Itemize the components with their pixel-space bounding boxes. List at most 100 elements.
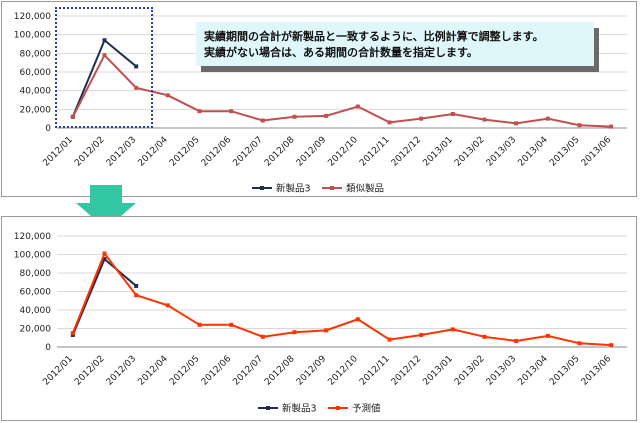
data-point-marker: [102, 251, 107, 256]
data-point-marker: [197, 109, 202, 114]
data-point-marker: [450, 112, 455, 116]
data-point-marker: [387, 120, 392, 125]
x-tick-label: 2013/02: [453, 354, 487, 388]
x-tick-label: 2013/06: [580, 354, 614, 388]
x-tick-label: 2012/05: [168, 135, 202, 169]
legend-marker: [266, 406, 270, 410]
legend-label: 新製品3: [282, 403, 317, 415]
y-tick-label: 40,000: [20, 87, 52, 97]
data-point-marker: [70, 114, 75, 119]
x-tick-label: 2012/11: [358, 354, 392, 388]
data-point-marker: [324, 113, 329, 118]
callout-line-2: 実績がない場合は、ある期間の合計数量を指定します。: [204, 46, 478, 59]
data-point-marker: [165, 303, 170, 308]
data-point-marker: [197, 322, 202, 327]
explanation-callout: 実績期間の合計が新製品と一致するように、比例計算で調整します。 実績がない場合は…: [196, 22, 594, 66]
data-point-marker: [102, 53, 107, 58]
data-point-marker: [229, 322, 234, 327]
bottom-chart-panel: 0 20,000 40,000 60,000 80,000 100,000 120,000 2…: [1, 216, 637, 421]
x-tick-label: 2013/03: [485, 354, 519, 388]
data-point-marker: [260, 334, 265, 339]
data-point-marker: [134, 283, 139, 288]
data-point-marker: [260, 118, 265, 123]
data-point-marker: [292, 114, 297, 119]
data-point-marker: [609, 343, 614, 348]
y-tick-label: 60,000: [20, 288, 52, 298]
x-tick-label: 2012/05: [168, 354, 202, 388]
x-tick-label: 2012/02: [73, 135, 107, 169]
data-point-marker: [134, 85, 139, 90]
legend-label: 予測値: [352, 403, 381, 415]
x-tick-label: 2013/03: [485, 135, 519, 169]
data-point-marker: [229, 109, 234, 114]
data-point-marker: [134, 293, 139, 298]
data-point-marker: [545, 116, 550, 121]
x-tick-label: 2012/06: [200, 354, 234, 388]
data-point-marker: [102, 257, 107, 262]
x-tick-label: 2012/09: [295, 135, 329, 169]
y-tick-label: 80,000: [20, 49, 52, 59]
x-tick-label: 2012/01: [41, 354, 75, 388]
down-arrow-icon: [76, 185, 136, 229]
actual-period-highlight: [55, 7, 153, 128]
y-tick-label: 20,000: [20, 105, 52, 115]
series-line: [71, 251, 612, 347]
x-tick-label: 2012/11: [358, 135, 392, 169]
data-point-marker: [165, 93, 170, 98]
data-point-marker: [419, 332, 424, 337]
data-point-marker: [70, 331, 75, 336]
x-tick-label: 2012/08: [263, 135, 297, 169]
y-tick-label: 100,000: [14, 251, 51, 261]
series-line: [71, 257, 137, 336]
x-tick-label: 2013/05: [548, 354, 582, 388]
y-tick-label: 20,000: [20, 325, 52, 335]
data-point-marker: [324, 328, 329, 333]
y-tick-label: 0: [45, 343, 51, 353]
x-tick-label: 2013/02: [453, 135, 487, 169]
x-tick-label: 2013/05: [548, 135, 582, 169]
data-point-marker: [387, 337, 392, 342]
y-tick-label: 80,000: [20, 269, 52, 279]
x-tick-label: 2012/02: [73, 354, 107, 388]
x-tick-label: 2012/04: [136, 135, 170, 169]
y-tick-label: 100,000: [14, 31, 51, 41]
data-point-marker: [450, 327, 455, 332]
data-point-marker: [514, 338, 519, 343]
data-point-marker: [355, 317, 360, 322]
x-tick-label: 2012/04: [136, 354, 170, 388]
data-point-marker: [482, 334, 487, 339]
data-point-marker: [482, 117, 487, 122]
legend-label: 類似製品: [346, 183, 384, 195]
data-point-marker: [355, 104, 360, 109]
x-tick-label: 2012/07: [231, 354, 265, 388]
data-point-marker: [609, 124, 614, 129]
data-point-marker: [577, 341, 582, 346]
x-tick-label: 2012/03: [105, 135, 139, 169]
data-point-marker: [134, 64, 139, 69]
x-tick-label: 2012/09: [295, 354, 329, 388]
legend-marker: [330, 186, 334, 190]
x-tick-label: 2012/12: [390, 135, 424, 169]
y-tick-label: 60,000: [20, 68, 52, 78]
x-tick-label: 2012/07: [231, 135, 265, 169]
x-tick-label: 2012/03: [105, 354, 139, 388]
legend-marker: [336, 406, 340, 410]
x-tick-label: 2013/04: [516, 354, 550, 388]
data-point-marker: [514, 121, 519, 126]
x-tick-label: 2012/12: [390, 354, 424, 388]
x-tick-label: 2013/06: [580, 135, 614, 169]
bottom-chart: 0 20,000 40,000 60,000 80,000 100,000 120,000 2…: [14, 232, 627, 415]
x-tick-label: 2012/08: [263, 354, 297, 388]
y-tick-label: 120,000: [14, 232, 51, 242]
x-tick-label: 2012/01: [41, 135, 75, 169]
legend-marker: [260, 186, 264, 190]
x-tick-label: 2012/10: [326, 354, 360, 388]
callout-line-1: 実績期間の合計が新製品と一致するように、比例計算で調整します。: [204, 30, 544, 43]
data-point-marker: [292, 330, 297, 335]
data-point-marker: [102, 38, 107, 43]
data-point-marker: [577, 123, 582, 128]
legend-label: 新製品3: [276, 183, 311, 195]
data-point-marker: [545, 333, 550, 338]
y-tick-label: 0: [45, 124, 51, 134]
x-tick-label: 2013/04: [516, 135, 550, 169]
